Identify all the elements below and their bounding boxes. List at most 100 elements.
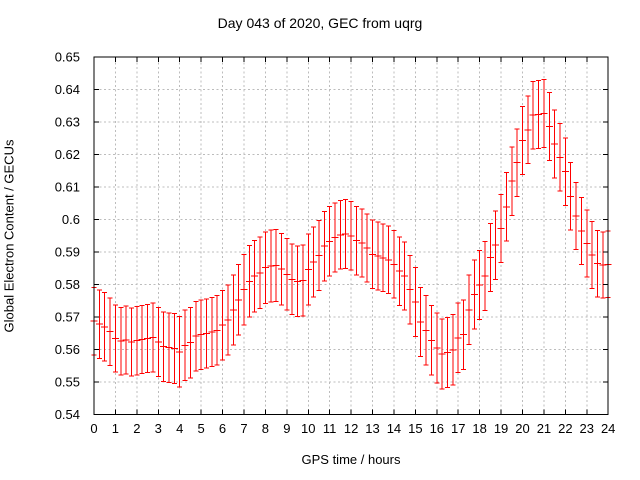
error-bar <box>261 231 269 304</box>
y-tick-label: 0.55 <box>55 375 80 390</box>
error-bar <box>127 307 135 377</box>
error-bar <box>449 314 457 386</box>
error-bar <box>213 295 221 366</box>
x-tick-label: 14 <box>387 421 401 436</box>
error-bar <box>202 298 210 369</box>
grid-lines <box>95 58 608 414</box>
error-bar <box>390 230 398 299</box>
x-tick-label: 0 <box>90 421 97 436</box>
error-bar <box>572 181 580 250</box>
error-bar <box>240 253 248 326</box>
y-tick-label: 0.58 <box>55 277 80 292</box>
error-bar <box>310 226 318 298</box>
error-bar <box>593 230 601 298</box>
error-bar <box>208 297 216 367</box>
error-bar <box>427 305 435 376</box>
error-bar <box>111 304 119 373</box>
error-bar <box>395 236 403 306</box>
error-bar <box>519 106 526 175</box>
error-bar <box>331 202 339 273</box>
error-bar <box>465 274 473 346</box>
error-bar <box>556 123 564 192</box>
error-bar <box>224 284 232 356</box>
error-bar <box>181 309 189 381</box>
y-tick-label: 0.61 <box>55 180 80 195</box>
error-bar <box>460 299 468 370</box>
error-bar <box>588 220 596 289</box>
error-bar <box>149 302 157 373</box>
error-bar <box>160 311 168 382</box>
error-bar <box>144 303 152 374</box>
x-tick-label: 21 <box>537 421 551 436</box>
x-tick-label: 10 <box>301 421 315 436</box>
x-tick-label: 24 <box>601 421 615 436</box>
x-tick-label: 18 <box>472 421 486 436</box>
error-bar <box>540 78 548 149</box>
error-bar <box>513 128 521 197</box>
error-bar <box>229 274 237 346</box>
error-bar <box>411 267 419 337</box>
x-tick-label: 23 <box>580 421 594 436</box>
error-bar <box>492 210 500 280</box>
error-bar <box>401 241 409 311</box>
error-bar <box>192 300 200 372</box>
x-tick-label: 2 <box>133 421 140 436</box>
y-tick-label: 0.57 <box>55 310 80 325</box>
chart-title: Day 043 of 2020, GEC from uqrg <box>217 15 423 31</box>
error-bar <box>165 312 173 383</box>
error-bar <box>545 91 553 162</box>
error-bar <box>438 318 446 390</box>
error-bar <box>197 299 205 370</box>
x-tick-label: 16 <box>430 421 444 436</box>
y-tick-label: 0.62 <box>55 147 80 162</box>
x-tick-label: 3 <box>155 421 162 436</box>
x-tick-label: 13 <box>365 421 379 436</box>
error-bar <box>481 241 489 311</box>
x-tick-label: 19 <box>494 421 508 436</box>
y-tick-label: 0.65 <box>55 50 80 65</box>
error-bar <box>342 198 350 269</box>
error-bar <box>470 259 478 330</box>
error-bar <box>336 199 344 270</box>
error-bar <box>117 306 125 376</box>
x-tick-label: 5 <box>198 421 205 436</box>
error-bar <box>508 146 516 216</box>
error-bar <box>352 206 360 276</box>
error-bar <box>315 219 323 292</box>
error-bar <box>374 221 382 291</box>
x-tick-label: 17 <box>451 421 465 436</box>
error-bar <box>502 172 510 242</box>
error-bar <box>497 193 505 264</box>
error-bar <box>347 200 355 271</box>
x-tick-label: 9 <box>283 421 290 436</box>
x-tick-label: 6 <box>219 421 226 436</box>
tick-labels: 0 1 2 3 4 5 6 7 8 9 10 11 12 13 14 15 16 17 18 19 20 21 22 23 24… <box>55 50 616 437</box>
y-tick-label: 0.64 <box>55 82 80 97</box>
error-bar <box>535 79 543 150</box>
error-bar <box>406 254 414 325</box>
y-tick-label: 0.6 <box>62 212 80 227</box>
error-bar <box>561 137 569 207</box>
error-bar <box>235 263 243 336</box>
error-bar <box>326 206 334 277</box>
error-bar <box>320 210 328 282</box>
error-bar <box>122 305 130 375</box>
error-bar <box>245 245 253 318</box>
error-bar <box>154 307 162 377</box>
error-bar <box>444 316 452 389</box>
x-tick-label: 8 <box>262 421 269 436</box>
x-tick-label: 15 <box>408 421 422 436</box>
error-bar <box>219 289 227 361</box>
x-axis-label: GPS time / hours <box>301 452 401 467</box>
error-bar <box>101 292 109 362</box>
y-axis-label: Global Electron Content / GECUs <box>1 139 17 333</box>
y-tick-label: 0.63 <box>55 115 80 130</box>
error-bar <box>294 245 302 318</box>
error-bar <box>486 222 494 293</box>
error-bar <box>133 306 141 376</box>
x-tick-label: 1 <box>112 421 119 436</box>
error-bar <box>288 243 296 316</box>
error-bar <box>385 225 393 295</box>
error-bar <box>476 250 484 321</box>
